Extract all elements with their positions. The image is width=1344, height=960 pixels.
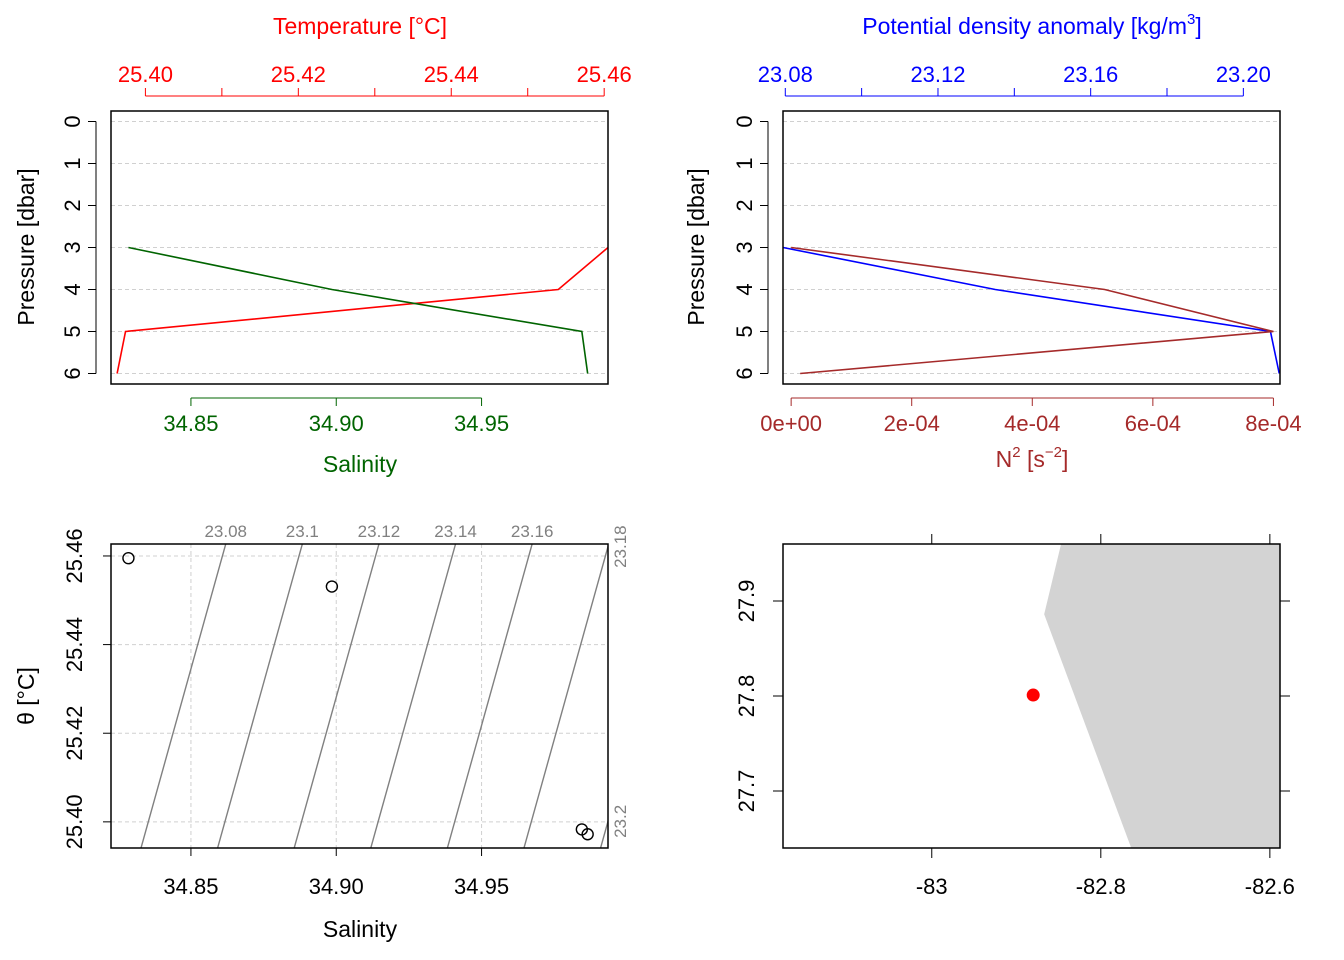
x-tick-label: -83 <box>916 874 948 899</box>
series-line-salinity <box>128 246 589 374</box>
x-tick-label: 34.90 <box>309 874 364 899</box>
y-tick-label: 25.40 <box>62 794 87 849</box>
land-polygon <box>1044 544 1280 848</box>
series-line-n2 <box>791 246 1274 375</box>
y-axis-title: Pressure [dbar] <box>683 168 709 325</box>
bottom-tick-label: 8e-04 <box>1245 411 1301 436</box>
top-tick-label: 25.40 <box>118 62 173 87</box>
bottom-tick-label: 2e-04 <box>884 411 940 436</box>
y-tick-label: 4 <box>60 283 85 295</box>
plot-frame <box>782 110 1281 385</box>
isopycnal-line <box>599 818 608 848</box>
y-tick-label: 5 <box>732 325 757 337</box>
series-line-temperature <box>116 246 609 374</box>
isopycnal-label: 23.12 <box>358 522 401 541</box>
plot-frame <box>110 110 609 385</box>
y-axis-title: Pressure [dbar] <box>13 168 39 325</box>
bottom-tick-label: 34.90 <box>309 411 364 436</box>
bottom-axis-title-superscript: 2 <box>1012 444 1020 461</box>
y-tick-label: 5 <box>60 325 85 337</box>
panel-temperature-salinity: 25.40 25.42 25.44 25.46 Temperature [°C] 34.8… <box>13 13 632 477</box>
y-tick-label: 2 <box>732 199 757 211</box>
isopycnal-label: 23.14 <box>434 522 477 541</box>
station-marker <box>1026 688 1040 702</box>
isopycnal-line <box>523 544 608 848</box>
bottom-axis-title-main: N <box>996 446 1013 472</box>
top-tick-label: 23.16 <box>1063 62 1118 87</box>
isopycnal-label: 23.1 <box>286 522 319 541</box>
isopycnal-line <box>216 544 304 848</box>
y-tick-label: 6 <box>732 367 757 379</box>
bottom-tick-label: 34.85 <box>163 411 218 436</box>
isopycnal-label: 23.2 <box>611 805 630 838</box>
y-tick-label: 27.8 <box>734 675 759 718</box>
y-tick-label: 3 <box>732 241 757 253</box>
bottom-axis-title: N2 [s−2] <box>996 444 1069 472</box>
top-axis-title: Temperature [°C] <box>273 13 447 39</box>
isopycnal-label: 23.18 <box>611 525 630 568</box>
panel-density-n2: 23.08 23.12 23.16 23.20 Potential density an… <box>683 11 1302 472</box>
y-tick-label: 1 <box>732 157 757 169</box>
isopycnal-label: 23.08 <box>204 522 247 541</box>
bottom-tick-label: 4e-04 <box>1004 411 1060 436</box>
bottom-axis-title: Salinity <box>323 451 398 477</box>
top-tick-label: 25.44 <box>424 62 479 87</box>
bottom-tick-label: 34.95 <box>454 411 509 436</box>
plot-frame <box>110 543 609 849</box>
data-point <box>122 551 135 565</box>
y-tick-label: 25.44 <box>62 617 87 672</box>
isopycnal-label: 23.16 <box>511 522 554 541</box>
top-tick-label: 23.20 <box>1216 62 1271 87</box>
x-tick-label: 34.95 <box>454 874 509 899</box>
y-axis-title: θ [°C] <box>13 667 39 725</box>
y-tick-label: 4 <box>732 283 757 295</box>
y-tick-label: 0 <box>60 115 85 127</box>
top-axis-title-end: ] <box>1195 13 1201 39</box>
y-tick-label: 1 <box>60 157 85 169</box>
y-tick-label: 0 <box>732 115 757 127</box>
panel-ts-diagram: 23.08 23.1 23.12 23.14 23.16 23.18 23.2 34.85 34… <box>13 522 630 942</box>
top-axis-title-main: Potential density anomaly [kg/m <box>862 13 1187 39</box>
isopycnal-line <box>140 544 227 848</box>
data-point <box>325 580 339 593</box>
bottom-axis-title-end: ] <box>1062 446 1068 472</box>
y-tick-label: 3 <box>60 241 85 253</box>
top-tick-label: 25.42 <box>271 62 326 87</box>
bottom-tick-label: 6e-04 <box>1125 411 1181 436</box>
isopycnal-line <box>446 544 533 848</box>
isopycnal-group <box>140 544 608 848</box>
x-tick-label: -82.6 <box>1245 874 1295 899</box>
bottom-axis-title-mid: [s <box>1021 446 1045 472</box>
x-tick-label: -82.8 <box>1076 874 1126 899</box>
y-tick-label: 2 <box>60 199 85 211</box>
x-tick-label: 34.85 <box>163 874 218 899</box>
y-tick-label: 25.46 <box>62 528 87 583</box>
top-tick-label: 23.12 <box>910 62 965 87</box>
top-axis-title-superscript: 3 <box>1187 11 1195 28</box>
top-tick-label: 25.46 <box>577 62 632 87</box>
top-tick-label: 23.08 <box>758 62 813 87</box>
y-tick-label: 27.7 <box>734 770 759 813</box>
x-axis-title: Salinity <box>323 916 398 942</box>
y-tick-label: 25.42 <box>62 706 87 761</box>
y-tick-label: 6 <box>60 367 85 379</box>
panel-location-map: -83 -82.8 -82.6 27.7 27.8 27.9 <box>734 534 1295 899</box>
bottom-axis-title-superscript: −2 <box>1045 444 1062 461</box>
isopycnal-line <box>370 544 457 848</box>
isopycnal-line <box>293 544 380 848</box>
top-axis-title: Potential density anomaly [kg/m3] <box>862 11 1201 39</box>
series-line-density <box>782 246 1281 374</box>
y-tick-label: 27.9 <box>734 580 759 623</box>
bottom-tick-label: 0e+00 <box>760 411 822 436</box>
data-point <box>581 828 594 841</box>
